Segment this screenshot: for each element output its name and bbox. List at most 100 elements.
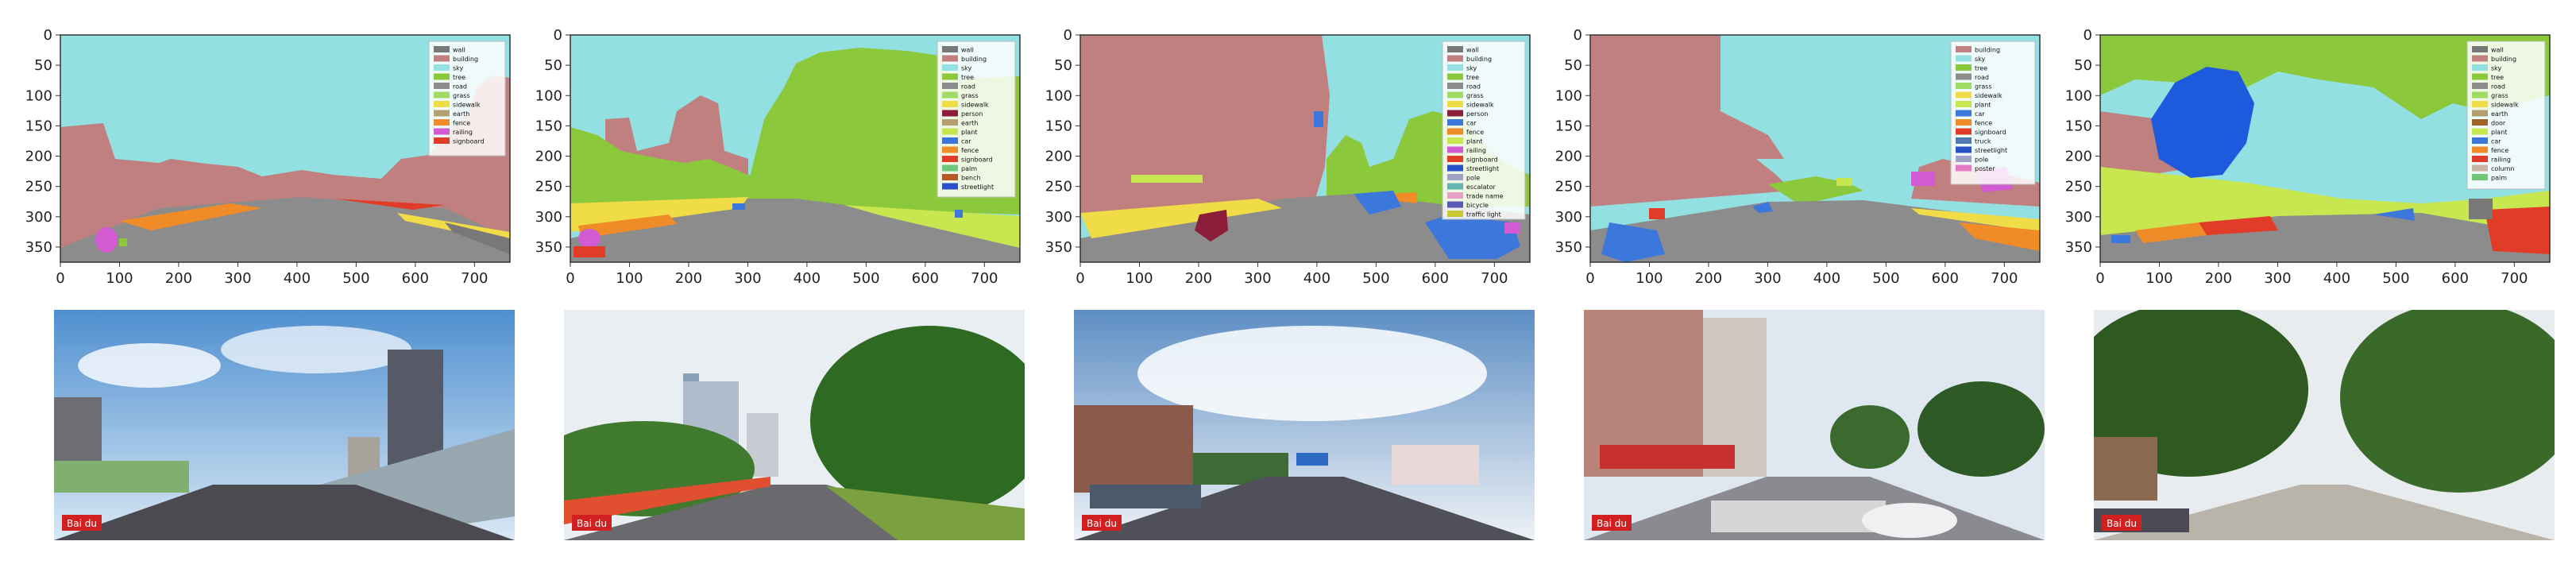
y-tick-label: 0 — [1064, 27, 1072, 44]
legend-swatch — [1956, 64, 1972, 71]
x-tick-label: 100 — [2145, 270, 2172, 287]
legend-label: streetlight — [1466, 165, 1499, 172]
legend-label: road — [1466, 83, 1481, 91]
x-tick-label: 600 — [2442, 270, 2469, 287]
legend-label: railing — [453, 129, 473, 136]
legend-label: tree — [1975, 65, 1987, 72]
legend-label: sidewalk — [2491, 102, 2519, 109]
street-photo-2: Bai du — [564, 310, 1025, 540]
legend-label: plant — [1466, 138, 1482, 145]
legend-label: sky — [1975, 56, 1986, 63]
legend-label: person — [1466, 110, 1488, 118]
legend-swatch — [942, 174, 958, 180]
street-photo-5: Bai du — [2094, 310, 2555, 540]
legend-swatch — [1956, 156, 1972, 162]
legend-label: earth — [961, 120, 978, 127]
x-tick-label: 700 — [461, 270, 488, 287]
legend-swatch — [2472, 110, 2488, 117]
y-tick-label: 300 — [535, 209, 562, 226]
legend-swatch — [1447, 156, 1463, 162]
legend-label: column — [2491, 165, 2514, 172]
legend-swatch — [942, 64, 958, 71]
y-tick-label: 100 — [535, 87, 562, 104]
legend-label: grass — [453, 92, 470, 99]
x-tick-label: 200 — [1695, 270, 1722, 287]
x-tick-label: 600 — [912, 270, 939, 287]
legend-label: bicycle — [1466, 202, 1489, 209]
legend-swatch — [942, 83, 958, 89]
legend-label: road — [961, 83, 975, 91]
y-tick-label: 0 — [554, 27, 562, 44]
y-tick-label: 50 — [1054, 57, 1072, 74]
y-tick-label: 200 — [535, 149, 562, 165]
y-tick-label: 150 — [535, 118, 562, 134]
legend-label: fence — [1466, 129, 1484, 136]
legend-label: door — [2491, 120, 2506, 127]
legend-swatch — [1447, 101, 1463, 107]
x-tick-label: 200 — [2205, 270, 2232, 287]
x-tick-label: 700 — [971, 270, 998, 287]
legend-label: tree — [961, 74, 974, 81]
legend-label: building — [453, 56, 478, 63]
legend-label: grass — [2491, 92, 2508, 99]
legend-swatch — [434, 110, 450, 117]
legend-swatch — [434, 73, 450, 80]
y-tick-label: 250 — [535, 179, 562, 195]
legend-label: truck — [1975, 138, 1991, 145]
y-tick-label: 150 — [25, 118, 52, 134]
y-tick-label: 250 — [2065, 179, 2092, 195]
x-tick-label: 0 — [56, 270, 64, 287]
legend-swatch — [942, 128, 958, 135]
y-tick-label: 200 — [1045, 149, 1072, 165]
x-tick-label: 400 — [1303, 270, 1330, 287]
legend-label: tree — [1466, 74, 1479, 81]
legend-label: pole — [1975, 157, 1988, 164]
x-tick-label: 0 — [566, 270, 574, 287]
x-tick-label: 400 — [1813, 270, 1840, 287]
legend-label: fence — [961, 147, 979, 154]
legend-label: building — [1466, 56, 1492, 63]
legend-label: person — [961, 110, 983, 118]
legend-swatch — [942, 137, 958, 144]
legend-swatch — [942, 110, 958, 117]
x-tick-label: 100 — [1636, 270, 1663, 287]
legend-label: car — [1466, 120, 1477, 127]
legend-label: palm — [2491, 175, 2507, 182]
legend-swatch — [1956, 137, 1972, 144]
legend-swatch — [942, 101, 958, 107]
y-tick-label: 250 — [1045, 179, 1072, 195]
y-tick-label: 50 — [34, 57, 52, 74]
y-tick-label: 250 — [25, 179, 52, 195]
legend-label: wall — [453, 47, 465, 54]
x-tick-label: 400 — [2323, 270, 2350, 287]
legend-label: sidewalk — [961, 102, 989, 109]
legend-swatch — [2472, 156, 2488, 162]
legend-label: palm — [961, 165, 977, 172]
legend-label: railing — [2491, 157, 2511, 164]
legend-swatch — [1447, 211, 1463, 217]
legend-label: sky — [1466, 65, 1477, 72]
legend-label: sky — [2491, 65, 2502, 72]
street-photo-1: Bai du — [54, 310, 515, 540]
x-tick-label: 700 — [1481, 270, 1508, 287]
segmentation-plot-2: wall building sky tree road grass sidewalk pers… — [510, 0, 1026, 294]
legend-swatch — [2472, 146, 2488, 153]
segmentation-plot-1: wall building sky tree road grass sidewalk eart… — [0, 0, 516, 294]
legend-swatch — [1956, 119, 1972, 126]
y-tick-label: 350 — [25, 239, 52, 256]
legend-label: sidewalk — [453, 102, 481, 109]
legend-label: wall — [1466, 47, 1479, 54]
legend-swatch — [1956, 73, 1972, 80]
legend-label: plant — [2491, 129, 2507, 136]
street-photo-3: Bai du — [1074, 310, 1535, 540]
legend-swatch — [1956, 83, 1972, 89]
y-tick-label: 100 — [1045, 87, 1072, 104]
legend-swatch — [434, 101, 450, 107]
y-tick-label: 300 — [1555, 209, 1582, 226]
legend-swatch — [2472, 46, 2488, 52]
y-tick-label: 150 — [1555, 118, 1582, 134]
y-tick-label: 350 — [2065, 239, 2092, 256]
legend-label: grass — [961, 92, 979, 99]
y-tick-label: 300 — [25, 209, 52, 226]
